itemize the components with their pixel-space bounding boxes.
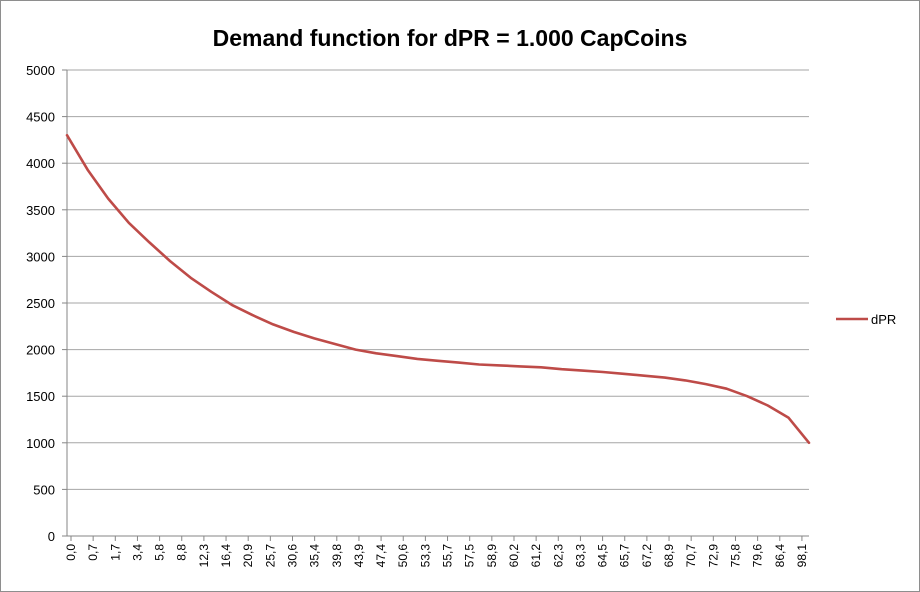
x-tick-label: 98,1 — [795, 544, 809, 568]
x-tick-label: 53,3 — [418, 544, 432, 568]
series-line-dpr — [65, 133, 811, 445]
legend-label-dpr: dPR — [871, 312, 896, 327]
x-tick-label: 57,5 — [463, 544, 477, 568]
x-tick-label: 3,4 — [130, 544, 144, 561]
legend: dPR — [836, 312, 896, 327]
x-tick-label: 50,6 — [396, 544, 410, 568]
x-tick-label: 43,9 — [352, 544, 366, 568]
axes: 0 500 1000 1500 2000 2500 3000 3500 4000 4500 5000… — [26, 63, 809, 567]
x-tick-label: 0,0 — [64, 544, 78, 561]
x-tick-label: 60,2 — [507, 544, 521, 568]
x-tick-label: 64,5 — [596, 544, 610, 568]
x-tick-label: 0,7 — [86, 544, 100, 561]
y-tick-label: 1500 — [26, 389, 55, 404]
x-tick-label: 70,7 — [684, 544, 698, 568]
x-tick-label: 75,8 — [728, 544, 742, 568]
x-tick-label: 72,9 — [706, 544, 720, 568]
y-tick-label: 5000 — [26, 63, 55, 78]
x-tick-label: 20,9 — [241, 544, 255, 568]
x-tick-label: 39,8 — [330, 544, 344, 568]
x-tick-label: 61,2 — [529, 544, 543, 568]
y-tick-label: 3500 — [26, 203, 55, 218]
y-tick-label: 2000 — [26, 343, 55, 358]
x-tick-label: 58,9 — [485, 544, 499, 568]
y-tick-label: 4000 — [26, 156, 55, 171]
x-tick-label: 62,3 — [551, 544, 565, 568]
x-tick-label: 5,8 — [153, 544, 167, 561]
y-tick-label: 3000 — [26, 249, 55, 264]
series-layer — [65, 133, 811, 445]
x-tick-label: 68,9 — [662, 544, 676, 568]
x-tick-label: 30,6 — [285, 544, 299, 568]
x-tick-label: 8,8 — [175, 544, 189, 561]
y-tick-label: 0 — [48, 529, 55, 544]
y-tick-label: 2500 — [26, 296, 55, 311]
x-tick-label: 25,7 — [263, 544, 277, 568]
x-tick-label: 63,3 — [573, 544, 587, 568]
y-tick-label: 1000 — [26, 436, 55, 451]
x-tick-label: 16,4 — [219, 544, 233, 568]
x-tick-label: 12,3 — [197, 544, 211, 568]
x-tick-label: 1,7 — [108, 544, 122, 561]
x-tick-label: 47,4 — [374, 544, 388, 568]
x-tick-label: 55,7 — [441, 544, 455, 568]
chart-title: Demand function for dPR = 1.000 CapCoins — [213, 25, 688, 51]
x-tick-label: 35,4 — [308, 544, 322, 568]
y-tick-label: 4500 — [26, 110, 55, 125]
gridlines — [67, 69, 809, 537]
x-tick-label: 86,4 — [773, 544, 787, 568]
x-tick-label: 67,2 — [640, 544, 654, 568]
x-tick-label: 79,6 — [751, 544, 765, 568]
y-tick-label: 500 — [33, 482, 55, 497]
x-tick-label: 65,7 — [618, 544, 632, 568]
